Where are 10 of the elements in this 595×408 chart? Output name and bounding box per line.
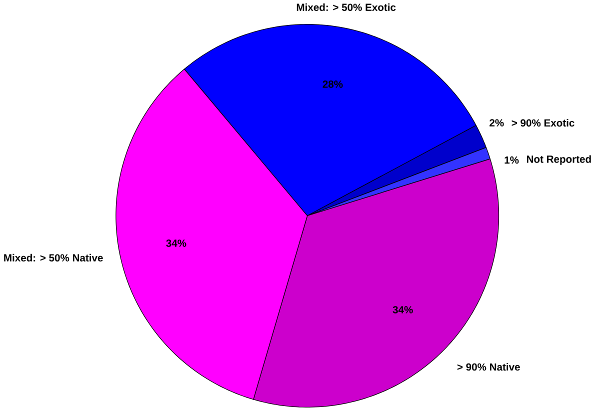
slice-label: > 90% Exotic bbox=[512, 119, 574, 127]
data-label: 28% bbox=[322, 80, 343, 88]
slice-label: Mixed: > 50% Exotic bbox=[296, 4, 396, 12]
data-label: 1% bbox=[504, 156, 519, 164]
slice-label: Mixed: > 50% Native bbox=[4, 254, 103, 262]
slice-label: > 90% Native bbox=[457, 363, 520, 371]
data-label: 34% bbox=[166, 240, 186, 248]
data-label: 2% bbox=[490, 119, 504, 127]
slice-label: Not Reported bbox=[526, 156, 591, 166]
data-label: 34% bbox=[392, 306, 413, 314]
